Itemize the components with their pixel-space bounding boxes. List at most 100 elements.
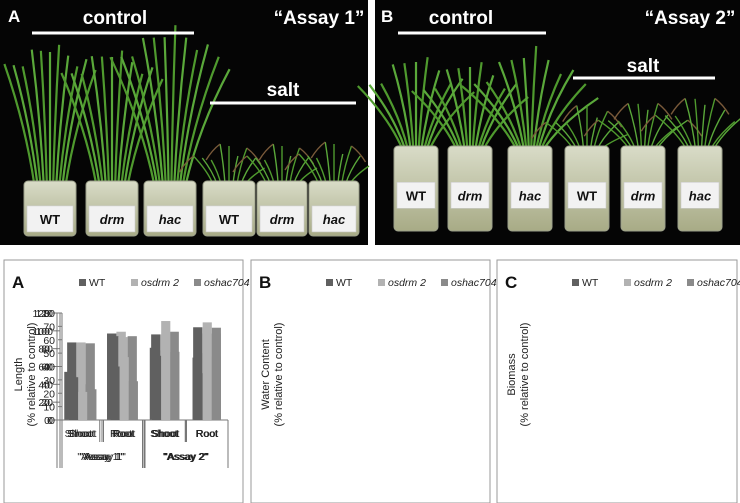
x-category-label: Shoot: [150, 428, 178, 440]
assay-label: “Assay 1”: [274, 8, 365, 29]
dry-leaf: [531, 121, 547, 139]
leaf: [141, 37, 165, 186]
y-tick-label: 80: [38, 344, 50, 356]
x-group-label: "Assay 1": [77, 451, 122, 463]
legend-item: WT: [326, 277, 353, 289]
charts-row: A WT osdrm 2 oshac704020406080100120Length(…: [3, 259, 740, 503]
y-tick-label: 20: [41, 397, 53, 409]
leaf: [30, 49, 45, 186]
leaf: [539, 83, 587, 151]
chart-C: C WT osdrm 2 oshac70401020304050607080Bioma…: [43, 259, 740, 503]
legend-swatch: [131, 279, 138, 286]
legend-swatch: [79, 279, 86, 286]
leaf: [420, 70, 441, 151]
y-tick-label: 40: [43, 362, 55, 374]
y-axis-label-units: (% relative to control): [26, 323, 38, 427]
photo-assay-2: WT drm hac WT drm hac B control “Assay 2” sal…: [357, 0, 740, 245]
salt-label: salt: [627, 56, 660, 77]
pot-label-box: [205, 205, 253, 233]
leaf: [109, 56, 156, 186]
bar-osdrm2-0: [76, 342, 86, 420]
leaf: [175, 49, 199, 186]
y-tick-label: 0: [49, 415, 55, 427]
leaf: [428, 91, 475, 151]
leaf: [173, 37, 188, 186]
y-tick-label: 0: [47, 415, 53, 427]
panel-letter: B: [259, 273, 271, 292]
pot-label-box: [510, 182, 550, 209]
leaf: [117, 62, 134, 186]
bar-oshac704-0: [87, 389, 97, 420]
dry-leaf: [670, 97, 686, 115]
x-group-label: "Assay 1": [80, 451, 125, 463]
leaf: [90, 56, 107, 186]
leaf: [471, 62, 483, 151]
leaf: [368, 84, 407, 151]
legend-swatch: [572, 279, 579, 286]
legend-item: WT: [572, 277, 599, 289]
legend-item: oshac704: [441, 277, 497, 289]
leaf: [61, 58, 88, 186]
dry-leaf: [562, 105, 578, 122]
plant-pot: WT: [357, 57, 475, 232]
pot-label: drm: [270, 212, 295, 227]
x-category-label: Shoot: [65, 428, 93, 440]
y-tick-label: 120: [35, 308, 53, 320]
leaf: [12, 64, 39, 186]
x-category-label: Root: [110, 428, 132, 440]
y-tick-label: 40: [41, 379, 53, 391]
photo-assay-1: WT drm hac WT drm hac A control “Assay 1” sal…: [0, 0, 370, 245]
leaf: [52, 44, 61, 186]
y-tick-label: 20: [43, 388, 55, 400]
leaf: [476, 88, 506, 151]
leaf: [422, 89, 461, 151]
legend-swatch: [326, 279, 333, 286]
y-tick-label: 20: [38, 397, 50, 409]
pot-label: WT: [577, 188, 597, 203]
y-tick-label: 0: [44, 415, 50, 427]
y-axis-label: Biomass: [506, 353, 518, 396]
legend-item: osdrm 2: [378, 277, 426, 289]
pot-label: WT: [40, 212, 60, 227]
legend-label: osdrm 2: [141, 277, 179, 289]
legend-swatch: [624, 279, 631, 286]
pot-label-box: [450, 182, 490, 209]
leaf: [3, 63, 36, 186]
leaf: [21, 66, 42, 186]
leaf: [497, 61, 526, 151]
dry-leaf: [178, 155, 194, 173]
dry-leaf: [714, 97, 730, 115]
y-axis-label-units: (% relative to control): [519, 323, 531, 427]
leaf: [126, 78, 164, 186]
bar-osdrm2-3: [202, 322, 212, 420]
x-category-label: Shoot: [152, 428, 180, 440]
legend-label: osdrm 2: [634, 277, 672, 289]
legend-item: osdrm 2: [624, 277, 672, 289]
legend-label: WT: [89, 277, 106, 289]
x-group-label: "Assay 2": [163, 451, 208, 463]
x-category-label: Shoot: [69, 428, 97, 440]
legend-swatch: [687, 279, 694, 286]
leaf: [70, 73, 101, 186]
legend-label: oshac704: [204, 277, 250, 289]
leaf: [532, 59, 550, 151]
leaf: [55, 55, 70, 186]
leaf: [461, 85, 518, 151]
leaf: [391, 64, 412, 151]
plant-pot: hac: [284, 141, 370, 237]
pot-label-box: [623, 182, 663, 209]
leaf: [417, 57, 429, 151]
pot-label-box: [26, 205, 74, 233]
pot-label-box: [88, 205, 136, 233]
bar-oshac704-0: [85, 343, 95, 420]
y-tick-label: 120: [32, 308, 50, 320]
leaf: [123, 67, 154, 186]
y-tick-label: 80: [41, 344, 53, 356]
y-axis-label: Length: [13, 358, 25, 392]
legend-swatch: [378, 279, 385, 286]
leaf: [114, 50, 124, 186]
bar-WT-2: [152, 355, 162, 420]
bar-oshac704-2: [170, 351, 180, 420]
leaf: [120, 56, 159, 186]
